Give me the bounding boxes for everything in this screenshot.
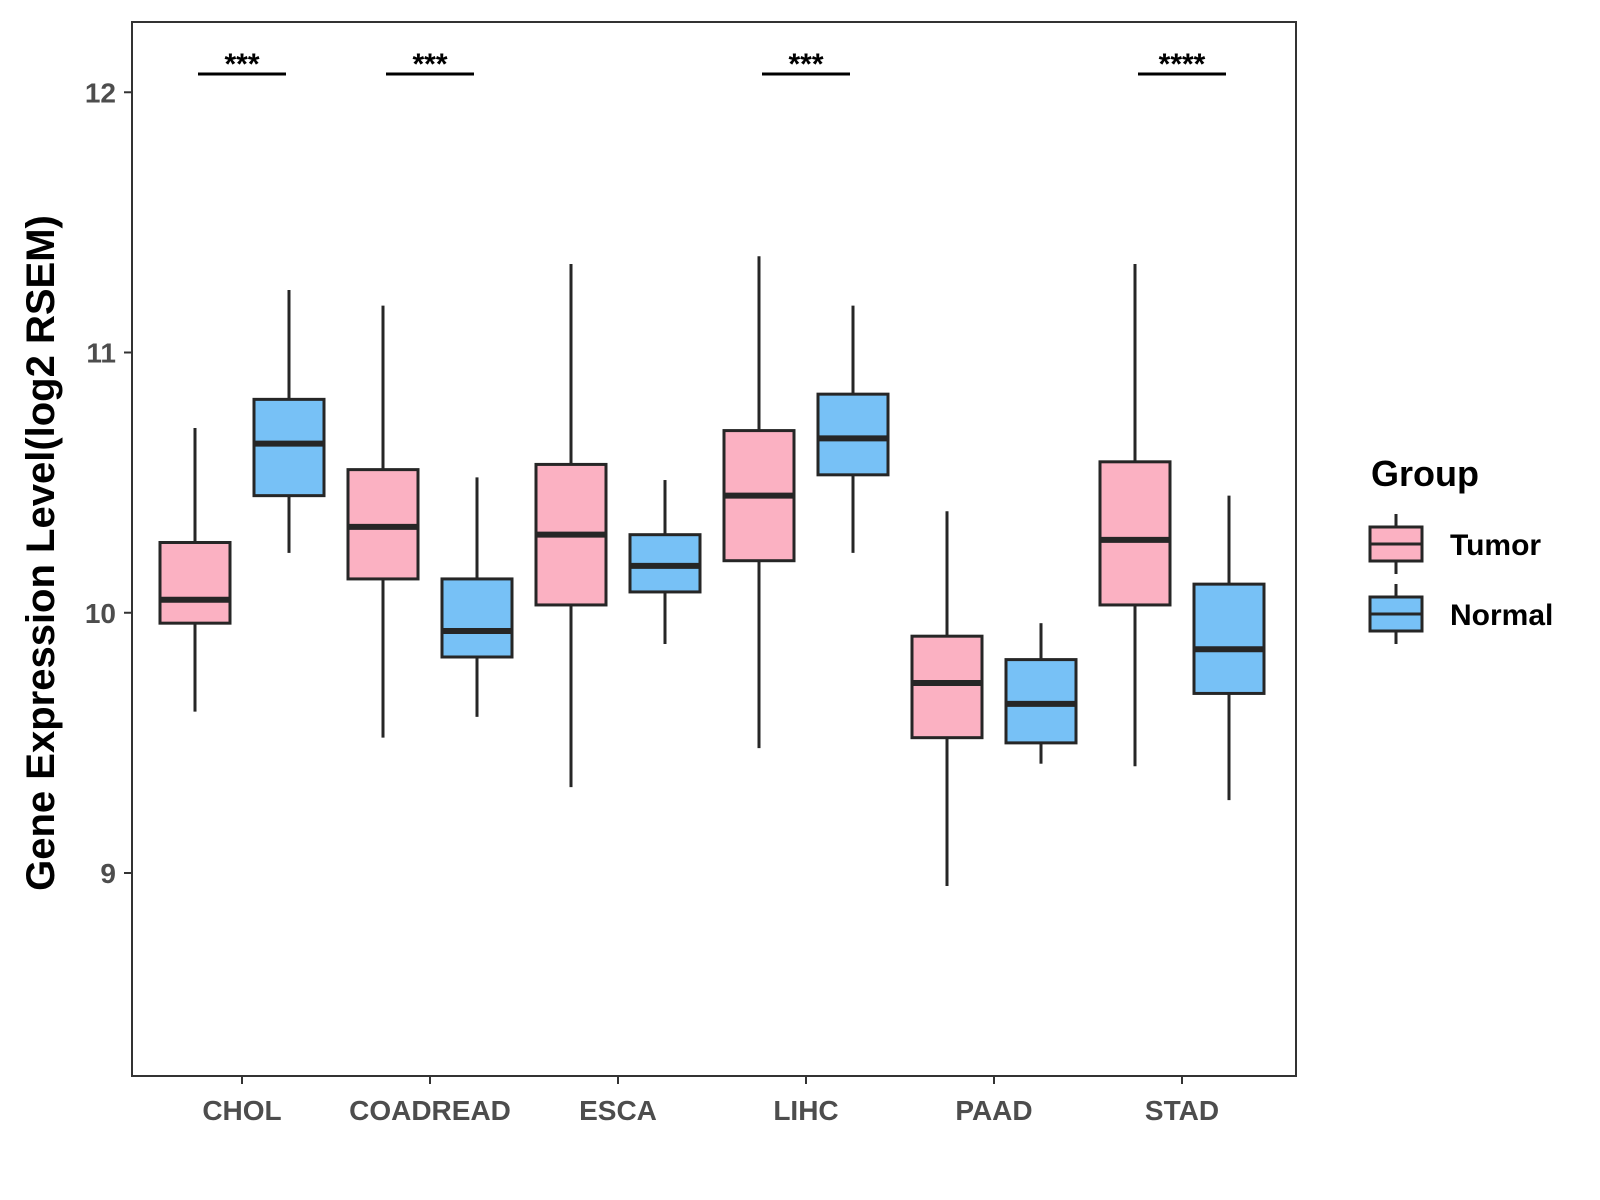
box-body — [818, 394, 888, 475]
significance-label: *** — [788, 48, 823, 81]
x-tick-label: COADREAD — [349, 1095, 511, 1126]
legend-label: Normal — [1450, 599, 1553, 632]
y-tick-label: 10 — [85, 598, 116, 629]
x-tick-label: STAD — [1145, 1095, 1219, 1126]
box-body — [160, 542, 230, 623]
x-tick-label: LIHC — [773, 1095, 838, 1126]
boxplot-chart: 9101112CHOL COADREAD ESCA LIHC PAAD STAD*** **… — [0, 0, 1600, 1200]
box-body — [1194, 584, 1264, 693]
legend-title: Group — [1371, 453, 1479, 494]
x-tick-label: ESCA — [579, 1095, 657, 1126]
significance-label: *** — [412, 48, 447, 81]
legend-label: Tumor — [1450, 529, 1541, 562]
box-body — [442, 579, 512, 657]
box-body — [912, 636, 982, 737]
y-tick-label: 9 — [100, 858, 116, 889]
x-tick-label: CHOL — [202, 1095, 281, 1126]
significance-label: *** — [224, 48, 259, 81]
box-body — [1100, 462, 1170, 605]
y-tick-label: 11 — [86, 338, 116, 369]
y-axis-title: Gene Expression Level(log2 RSEM) — [19, 215, 63, 891]
box-body — [254, 399, 324, 495]
significance-label: **** — [1159, 48, 1206, 81]
y-tick-label: 12 — [85, 77, 116, 108]
background — [0, 0, 1600, 1200]
x-tick-label: PAAD — [955, 1095, 1032, 1126]
